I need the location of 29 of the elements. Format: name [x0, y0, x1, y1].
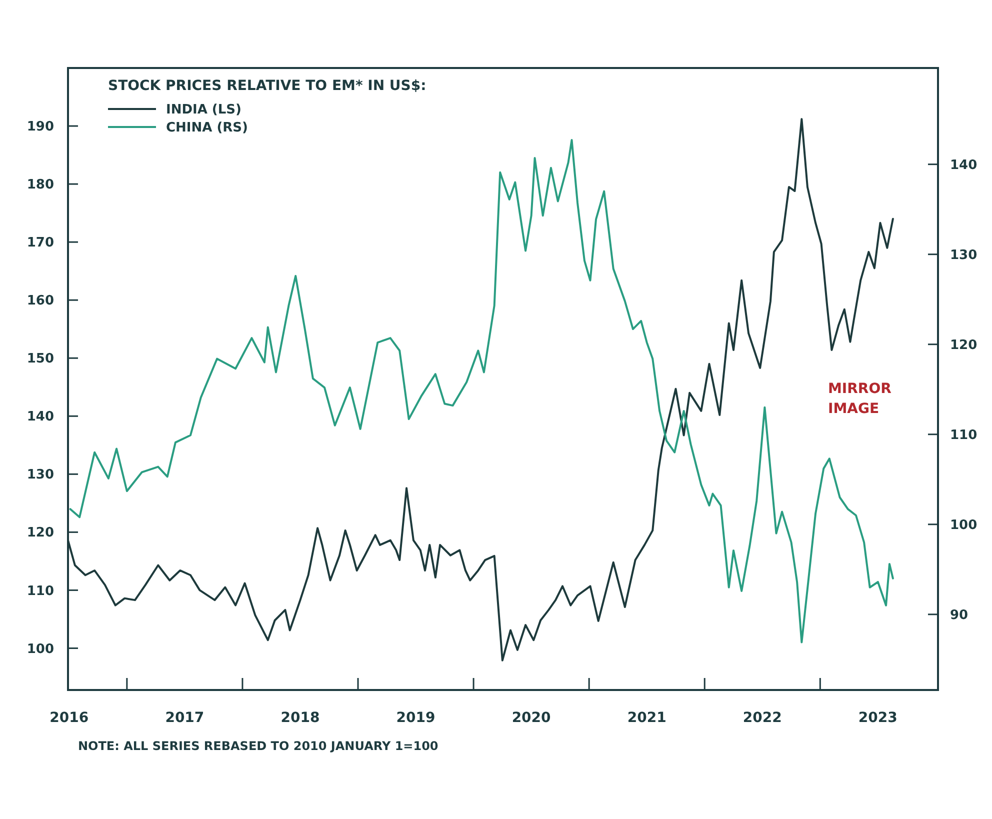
y2-tick-label: 110 [950, 428, 978, 443]
annotation: MIRROR IMAGE [828, 381, 892, 417]
x-tick-label: 2020 [512, 710, 552, 726]
x-tick-label: 2018 [280, 710, 320, 726]
y-tick-label: 170 [26, 236, 54, 251]
y-tick-label: 130 [26, 468, 54, 483]
y2-tick-label: 130 [950, 248, 978, 263]
y2-tick-label: 120 [950, 338, 978, 353]
text: STOCK PRICES RELATIVE TO EM* IN US$: [108, 78, 426, 94]
y2-tick-label: 100 [950, 518, 978, 533]
legend-label: INDIA (LS) [166, 102, 242, 118]
x-tick-label: 2017 [165, 710, 204, 726]
y-tick-label: 180 [26, 178, 54, 193]
y2-tick-label: 140 [950, 158, 978, 173]
text: NOTE: ALL SERIES REBASED TO 2010 JANUARY 1=100 [78, 739, 438, 753]
x-tick-label: 2023 [858, 710, 898, 726]
y-tick-label: 140 [26, 410, 54, 425]
x-tick-label: 2021 [627, 710, 666, 726]
y-tick-label: 110 [26, 584, 54, 599]
legend-label: CHINA (RS) [166, 120, 248, 136]
y-tick-label: 160 [26, 294, 54, 309]
y2-tick-label: 90 [950, 608, 968, 623]
y-tick-label: 150 [26, 352, 54, 367]
x-tick-label: 2016 [50, 710, 89, 726]
x-tick-label: 2022 [742, 710, 782, 726]
x-tick-label: 2019 [396, 710, 436, 726]
y-tick-label: 120 [26, 526, 54, 541]
y-tick-label: 190 [26, 120, 54, 135]
y-tick-label: 100 [26, 642, 54, 657]
